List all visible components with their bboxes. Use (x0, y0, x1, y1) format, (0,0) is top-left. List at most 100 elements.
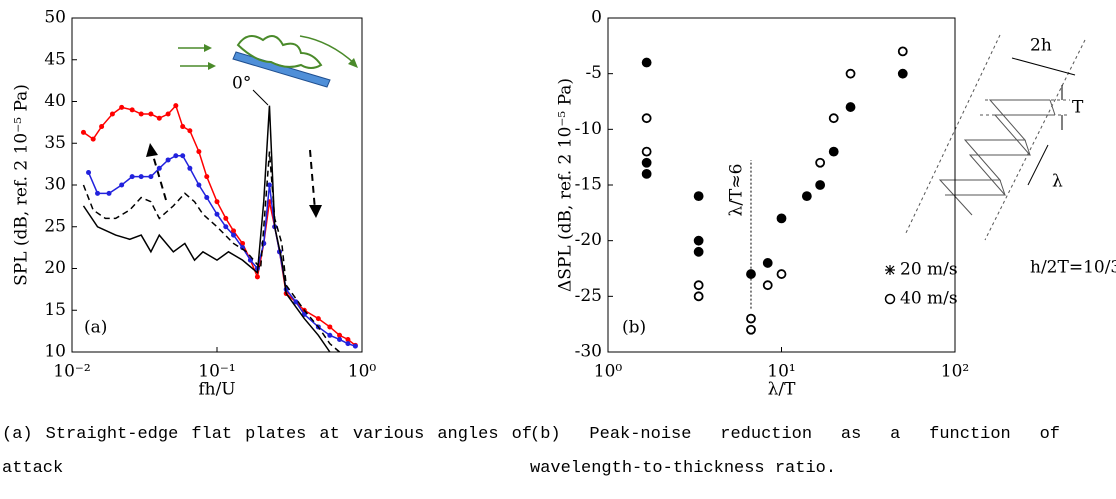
point (80, 129, 86, 135)
point (693, 246, 704, 257)
y-tick-label: 0 (591, 8, 602, 28)
x-tick-label: 10⁻² (53, 362, 90, 382)
point (165, 157, 171, 163)
point (187, 128, 193, 134)
annotation: T (1072, 98, 1084, 118)
point (845, 68, 856, 79)
point (345, 341, 351, 347)
figure: 0° (a) (b) λ/T≈6 20 m/s 40 m/s 2h T λ h/… (12, 8, 1116, 400)
point (90, 136, 96, 142)
annotation: 0° (232, 74, 251, 94)
x-tick-label: 10⁻¹ (198, 362, 235, 382)
point (180, 124, 186, 130)
y-tick-label: 15 (44, 300, 66, 320)
point (187, 165, 193, 171)
point (746, 269, 756, 279)
point (173, 103, 179, 109)
x-tick-label: 10⁰ (594, 362, 623, 382)
point (641, 157, 652, 168)
point (129, 174, 135, 180)
x-tick-label: 10² (941, 362, 969, 382)
y-tick-label: 35 (44, 133, 66, 153)
point (165, 111, 171, 117)
point (148, 111, 154, 117)
y-axis-label: SPL (dB, ref. 2 10⁻⁵ Pa) (12, 84, 32, 286)
point (119, 182, 125, 188)
point (231, 232, 237, 238)
point (173, 153, 179, 159)
series-line (83, 104, 356, 346)
point (762, 280, 773, 291)
point (86, 169, 92, 175)
point (156, 165, 162, 171)
point (746, 313, 756, 324)
point (196, 182, 202, 188)
point (828, 146, 839, 157)
point (327, 332, 333, 338)
annotation: λ (1052, 172, 1063, 192)
y-tick-label: 30 (44, 175, 66, 195)
point (180, 153, 186, 159)
point (214, 199, 220, 205)
series-line (82, 151, 341, 353)
y-tick-label: -5 (585, 63, 602, 83)
point (95, 190, 101, 196)
point (109, 111, 115, 117)
point (196, 149, 202, 155)
point (897, 46, 908, 57)
series-line (82, 105, 331, 353)
x-tick-label: 10¹ (767, 362, 795, 382)
point (641, 57, 652, 68)
point (106, 190, 112, 196)
point (345, 336, 351, 342)
point (845, 102, 856, 112)
y-tick-label: -30 (575, 342, 602, 362)
point (352, 343, 358, 349)
point (815, 157, 826, 168)
point (897, 68, 908, 79)
point (138, 174, 144, 180)
legend-label: 20 m/s (900, 260, 958, 280)
point (214, 211, 220, 217)
point (231, 228, 237, 234)
point (693, 280, 704, 291)
point (693, 235, 704, 246)
point (776, 269, 787, 279)
y-tick-label: 45 (44, 49, 66, 69)
point (119, 104, 125, 110)
point (693, 191, 704, 202)
point (129, 107, 135, 113)
plate-icon (178, 35, 358, 88)
point (266, 182, 272, 188)
point (327, 324, 333, 330)
annotation: λ/T≈6 (727, 164, 747, 217)
x-tick-label: 10⁰ (348, 362, 377, 382)
y-tick-label: 50 (44, 8, 66, 28)
point (337, 332, 343, 338)
caption: (b) Peak-noise reduction as a function o… (530, 425, 1060, 478)
y-tick-label: 40 (44, 91, 66, 111)
point (138, 111, 144, 117)
point (337, 336, 343, 342)
point (223, 224, 229, 230)
point (828, 113, 839, 124)
point (223, 215, 229, 221)
y-tick-label: 25 (44, 216, 66, 236)
point (99, 124, 105, 130)
caption: (a) Straight-edge flat plates at various… (2, 425, 532, 478)
y-tick-label: -20 (575, 230, 602, 250)
y-tick-label: -10 (575, 119, 602, 139)
annotation: 2h (1030, 36, 1052, 56)
point (156, 115, 162, 121)
point (641, 113, 652, 124)
legend: 20 m/s 40 m/s (884, 260, 958, 309)
serration-diagram (904, 34, 1086, 241)
annotation: h/2T=10/3 (1030, 258, 1116, 278)
x-axis-label: λ/T (768, 380, 797, 400)
y-tick-label: 10 (44, 342, 66, 362)
arrow-head (309, 205, 322, 218)
point (254, 274, 260, 280)
point (293, 299, 299, 305)
panel-label: (a) (84, 318, 107, 338)
